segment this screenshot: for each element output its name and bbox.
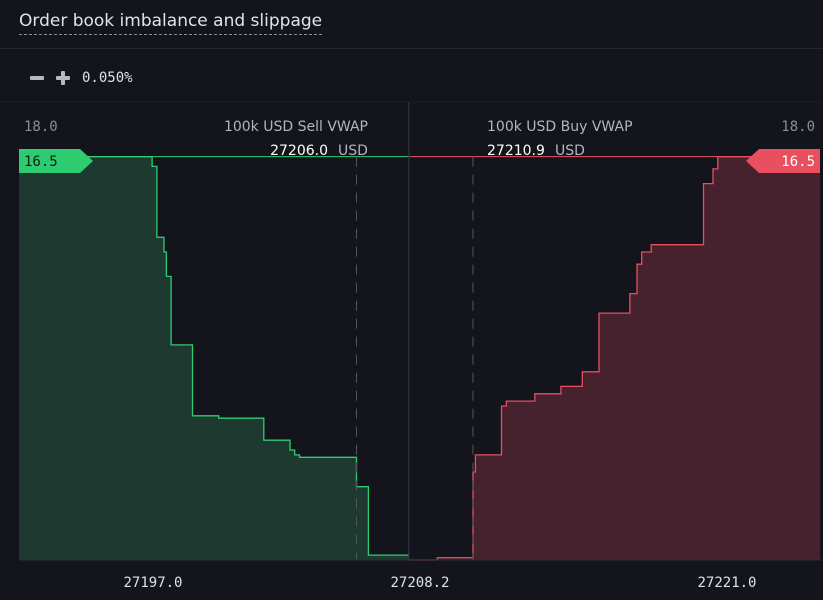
bid-depth-line [19, 156, 409, 556]
x-tick-label: 27208.2 [390, 575, 449, 591]
ask-depth-line [408, 156, 820, 561]
bid-depth-area [19, 156, 409, 560]
buy-vwap-unit: USD [555, 143, 585, 159]
ask-level-label: 16.5 [781, 154, 815, 170]
x-tick-label: 27221.0 [697, 575, 756, 591]
ask-depth-area [408, 156, 820, 560]
zoom-control: 0.050% [28, 66, 133, 90]
x-tick-label: 27197.0 [123, 575, 182, 591]
bid-level-label: 16.5 [24, 154, 58, 170]
zoom-out-button[interactable] [28, 69, 46, 87]
sell-vwap-label: 100k USD Sell VWAP [224, 119, 368, 135]
sell-vwap-unit: USD [338, 143, 368, 159]
zoom-in-button[interactable] [54, 69, 72, 87]
ask-level-tag[interactable] [746, 149, 820, 173]
sell-vwap-value: 27206.0 [270, 143, 328, 159]
y-max-label-right: 18.0 [781, 119, 815, 135]
panel-header: Order book imbalance and slippage [0, 0, 823, 49]
panel-title[interactable]: Order book imbalance and slippage [19, 10, 323, 35]
bid-level-tag[interactable] [19, 149, 93, 173]
y-max-label-left: 18.0 [24, 119, 58, 135]
buy-vwap-value: 27210.9 [487, 143, 545, 159]
zoom-level: 0.050% [82, 70, 133, 86]
buy-vwap-label: 100k USD Buy VWAP [487, 119, 633, 135]
